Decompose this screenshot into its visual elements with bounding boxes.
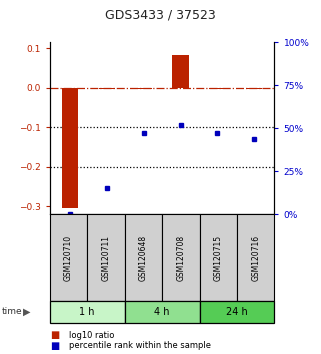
Bar (172, 55, 189, 88)
Bar (135, 88, 152, 89)
Text: 4 h: 4 h (154, 307, 170, 317)
Text: GSM120716: GSM120716 (251, 234, 260, 281)
Text: 24 h: 24 h (226, 307, 248, 317)
Text: ▶: ▶ (23, 307, 31, 317)
Bar (99, 88, 115, 90)
Text: 1 h: 1 h (80, 307, 95, 317)
Text: GDS3433 / 37523: GDS3433 / 37523 (105, 9, 216, 22)
Text: GSM120648: GSM120648 (139, 234, 148, 281)
Text: GSM120710: GSM120710 (64, 234, 73, 281)
Text: log10 ratio: log10 ratio (69, 331, 114, 340)
Text: GSM120715: GSM120715 (214, 234, 223, 281)
Text: percentile rank within the sample: percentile rank within the sample (69, 341, 211, 350)
Bar (246, 88, 263, 89)
Text: GSM120708: GSM120708 (176, 234, 185, 281)
Text: time: time (2, 307, 22, 316)
Text: GSM120711: GSM120711 (101, 235, 110, 280)
Text: ■: ■ (50, 330, 59, 340)
Bar (62, 88, 78, 208)
Text: ■: ■ (50, 341, 59, 351)
